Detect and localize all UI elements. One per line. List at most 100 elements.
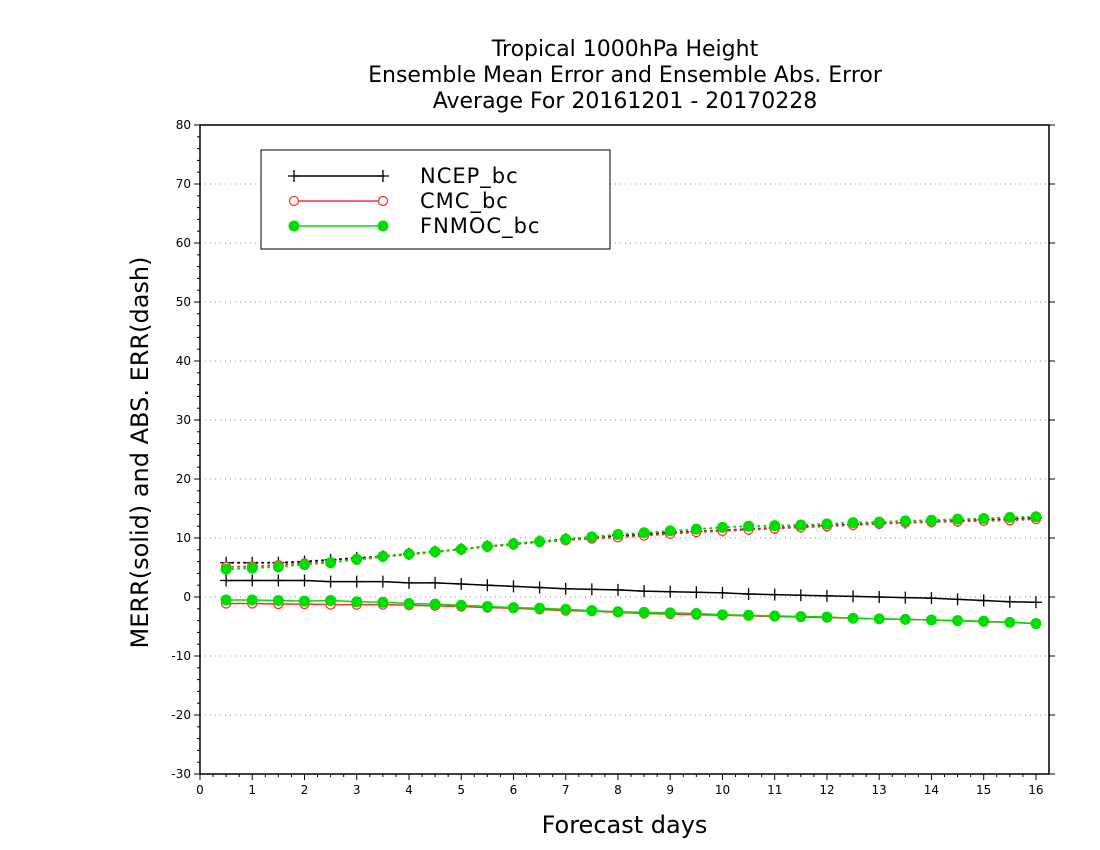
fnmoc-bc-abs-err-point: [847, 517, 859, 529]
y-tick-label: -20: [171, 708, 191, 722]
fnmoc-bc-merr-point: [560, 603, 572, 615]
x-tick-label: 15: [976, 783, 991, 797]
fnmoc-bc-abs-err-point: [298, 559, 310, 571]
cmc-bc-abs-err-line: [225, 518, 1037, 568]
fnmoc-bc-abs-err-point: [664, 525, 676, 537]
fnmoc-bc-abs-err-point: [769, 520, 781, 532]
chart-title-line-2: Ensemble Mean Error and Ensemble Abs. Er…: [368, 63, 882, 88]
fnmoc-bc-abs-err-point: [952, 513, 964, 525]
fnmoc-bc-merr-point: [377, 596, 389, 608]
data-series: [220, 511, 1042, 630]
fnmoc-bc-merr-point: [612, 606, 624, 618]
legend-label-ncep-bc: NCEP_bc: [420, 164, 519, 189]
ncep-bc-merr-point: [559, 582, 572, 595]
fnmoc-bc-merr-point: [925, 614, 937, 626]
chart-title-line-1: Tropical 1000hPa Height: [491, 37, 759, 62]
y-tick-label: 70: [176, 177, 191, 191]
fnmoc-bc-abs-err-point: [795, 519, 807, 531]
fnmoc-bc-abs-err-point: [899, 515, 911, 527]
x-tick-label: 3: [353, 783, 361, 797]
x-tick-label: 9: [666, 783, 674, 797]
ncep-bc-merr-line: [226, 579, 1036, 604]
fnmoc-bc-merr-point: [847, 612, 859, 624]
legend-marker-cmc-bc: [377, 195, 389, 207]
x-tick-label: 2: [301, 783, 309, 797]
y-tick-label: 40: [176, 354, 191, 368]
y-tick-label: 50: [176, 295, 191, 309]
x-tick-label: 11: [767, 783, 782, 797]
fnmoc-bc-abs-err-point: [403, 548, 415, 560]
fnmoc-bc-merr-point: [795, 610, 807, 622]
fnmoc-bc-abs-err-point: [455, 543, 467, 555]
ncep-bc-merr-point: [455, 578, 468, 591]
fnmoc-bc-merr-point: [664, 607, 676, 619]
ncep-bc-merr-point: [664, 585, 677, 598]
legend-marker-fnmoc-bc: [377, 220, 389, 232]
fnmoc-bc-merr-point: [1004, 616, 1016, 628]
x-tick-label: 10: [715, 783, 730, 797]
legend-label-fnmoc-bc: FNMOC_bc: [420, 214, 540, 239]
fnmoc-bc-merr-line: [226, 599, 1036, 625]
legend-marker-ncep-bc: [377, 170, 389, 182]
y-tick-label: -10: [171, 649, 191, 663]
fnmoc-bc-abs-err-point: [481, 540, 493, 552]
fnmoc-bc-merr-point: [690, 608, 702, 620]
y-tick-label: 80: [176, 118, 191, 132]
fnmoc-bc-merr-point: [873, 613, 885, 625]
fnmoc-bc-abs-err-point: [220, 563, 232, 575]
ncep-bc-merr-point: [611, 583, 624, 596]
x-tick-label: 1: [248, 783, 256, 797]
fnmoc-bc-merr-point: [429, 598, 441, 610]
chart-title-line-3: Average For 20161201 - 20170228: [432, 89, 818, 114]
fnmoc-bc-merr-point: [298, 595, 310, 607]
fnmoc-bc-merr-point: [534, 602, 546, 614]
ncep-bc-merr-point: [507, 580, 520, 593]
fnmoc-bc-merr-point: [272, 595, 284, 607]
x-tick-label: 4: [405, 783, 413, 797]
ncep-bc-merr-point: [272, 574, 285, 587]
ncep-bc-merr-point: [794, 589, 807, 602]
x-tick-label: 13: [872, 783, 887, 797]
fnmoc-bc-abs-err-point: [272, 561, 284, 573]
fnmoc-bc-abs-err-point: [821, 518, 833, 530]
fnmoc-bc-merr-point: [455, 599, 467, 611]
fnmoc-bc-abs-err-point: [246, 562, 258, 574]
x-tick-label: 16: [1028, 783, 1043, 797]
ncep-bc-merr-point: [376, 575, 389, 588]
fnmoc-bc-abs-err-point: [925, 514, 937, 526]
y-tick-label: 10: [176, 531, 191, 545]
y-tick-label: 20: [176, 472, 191, 486]
fnmoc-bc-abs-err-point: [690, 523, 702, 535]
ncep-bc-merr-point: [1029, 596, 1042, 609]
y-tick-label: -30: [171, 767, 191, 781]
ncep-bc-merr-point: [533, 581, 546, 594]
fnmoc-bc-abs-err-point: [429, 546, 441, 558]
ncep-bc-merr-point: [716, 586, 729, 599]
fnmoc-bc-merr-point: [507, 602, 519, 614]
fnmoc-bc-merr-point: [246, 594, 258, 606]
ncep-bc-merr-point: [925, 592, 938, 605]
ncep-bc-merr-point: [1003, 595, 1016, 608]
fnmoc-bc-merr-point: [1030, 618, 1042, 630]
x-tick-label: 6: [510, 783, 518, 797]
fnmoc-bc-abs-err-point: [873, 516, 885, 528]
fnmoc-bc-merr-point: [716, 609, 728, 621]
fnmoc-bc-merr-point: [743, 609, 755, 621]
fnmoc-bc-abs-err-point: [325, 557, 337, 569]
fnmoc-bc-abs-err-point: [978, 513, 990, 525]
x-tick-label: 0: [196, 783, 204, 797]
ncep-bc-merr-point: [429, 576, 442, 589]
fnmoc-bc-abs-err-point: [612, 528, 624, 540]
fnmoc-bc-merr-point: [769, 610, 781, 622]
x-tick-label: 5: [457, 783, 465, 797]
ncep-bc-merr-point: [768, 588, 781, 601]
legend-label-cmc-bc: CMC_bc: [420, 189, 509, 214]
ncep-bc-merr-point: [847, 590, 860, 603]
fnmoc-bc-merr-point: [821, 611, 833, 623]
x-axis-title: Forecast days: [542, 811, 708, 839]
ncep-bc-merr-point: [220, 574, 233, 587]
ncep-bc-merr-point: [951, 593, 964, 606]
y-tick-label: 0: [183, 590, 191, 604]
ncep-bc-merr-point: [585, 583, 598, 596]
